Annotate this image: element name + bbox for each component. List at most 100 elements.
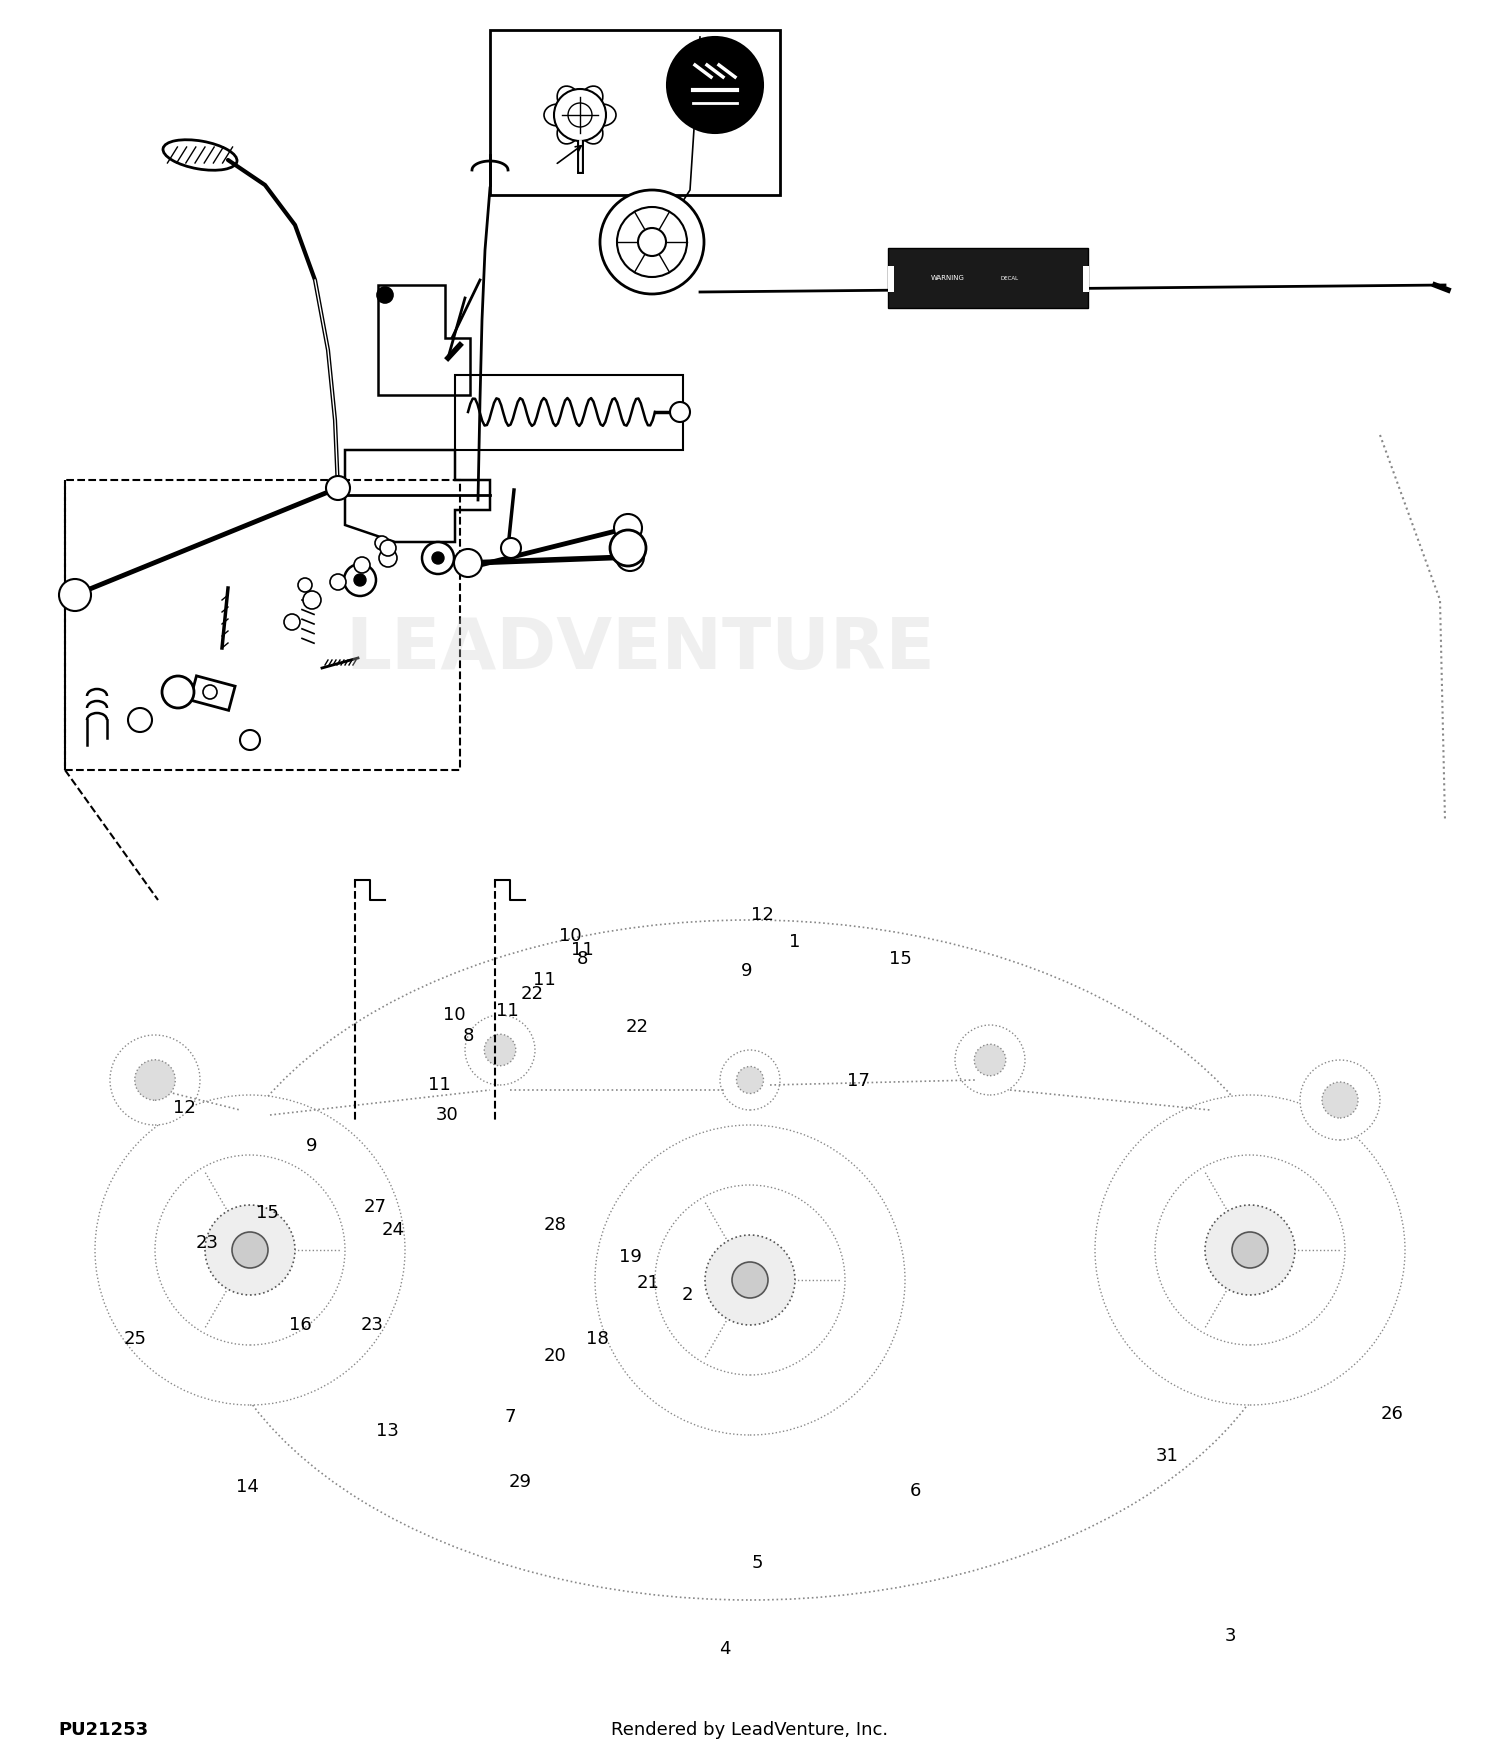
Circle shape: [638, 228, 666, 255]
Circle shape: [596, 1125, 904, 1435]
Circle shape: [656, 1185, 844, 1376]
Text: 21: 21: [636, 1274, 660, 1292]
Ellipse shape: [164, 140, 237, 170]
Text: 8: 8: [576, 950, 588, 968]
Ellipse shape: [556, 86, 580, 112]
Bar: [454, 374, 682, 450]
Circle shape: [956, 1026, 1024, 1096]
Text: 24: 24: [381, 1222, 405, 1239]
Circle shape: [1232, 1232, 1268, 1269]
Text: 30: 30: [435, 1106, 459, 1124]
Circle shape: [202, 684, 217, 698]
Circle shape: [110, 1034, 200, 1125]
Text: 3: 3: [1224, 1628, 1236, 1645]
Text: 1: 1: [789, 933, 801, 950]
Text: 10: 10: [442, 1006, 466, 1024]
Circle shape: [568, 103, 592, 128]
Text: 29: 29: [509, 1474, 532, 1491]
Text: 14: 14: [236, 1479, 260, 1496]
Text: 12: 12: [172, 1099, 196, 1116]
Ellipse shape: [579, 86, 603, 112]
Circle shape: [326, 476, 350, 500]
Text: 23: 23: [195, 1234, 219, 1251]
Circle shape: [484, 1034, 516, 1066]
Bar: [490, 30, 780, 194]
Text: 12: 12: [750, 906, 774, 924]
Circle shape: [1095, 1096, 1406, 1405]
Text: 7: 7: [504, 1409, 516, 1426]
Text: 9: 9: [306, 1138, 318, 1155]
Text: 11: 11: [427, 1076, 451, 1094]
Circle shape: [354, 556, 370, 572]
Circle shape: [616, 206, 687, 276]
Text: 9: 9: [741, 963, 753, 980]
Circle shape: [736, 1066, 764, 1094]
Ellipse shape: [556, 117, 580, 144]
Text: 16: 16: [288, 1316, 312, 1334]
Circle shape: [610, 530, 646, 565]
Circle shape: [614, 514, 642, 542]
Polygon shape: [747, 77, 764, 93]
Text: 11: 11: [495, 1003, 519, 1020]
Circle shape: [376, 287, 393, 303]
Text: 22: 22: [520, 985, 544, 1003]
Circle shape: [380, 541, 396, 556]
Text: 20: 20: [543, 1348, 567, 1365]
Circle shape: [720, 1050, 780, 1110]
Circle shape: [454, 550, 482, 578]
Text: 11: 11: [532, 971, 556, 989]
Bar: [190, 676, 236, 710]
Text: 15: 15: [888, 950, 912, 968]
Text: 4: 4: [718, 1640, 730, 1657]
Text: 22: 22: [626, 1018, 650, 1036]
Text: 31: 31: [1155, 1447, 1179, 1465]
Circle shape: [206, 1206, 296, 1295]
Circle shape: [330, 574, 346, 590]
Circle shape: [1322, 1082, 1358, 1118]
Text: 10: 10: [558, 928, 582, 945]
Bar: [64, 480, 460, 770]
Circle shape: [1300, 1060, 1380, 1139]
Text: DECAL: DECAL: [1000, 275, 1018, 280]
Circle shape: [232, 1232, 268, 1269]
Circle shape: [135, 1060, 176, 1101]
Text: 8: 8: [462, 1027, 474, 1045]
Ellipse shape: [588, 103, 616, 126]
Text: 2: 2: [681, 1286, 693, 1304]
Circle shape: [354, 574, 366, 586]
Circle shape: [600, 191, 703, 294]
Text: 5: 5: [752, 1554, 764, 1572]
Text: 17: 17: [846, 1073, 870, 1090]
Circle shape: [298, 578, 312, 592]
Circle shape: [705, 1236, 795, 1325]
Text: 26: 26: [1380, 1405, 1404, 1423]
Circle shape: [94, 1096, 405, 1405]
Circle shape: [432, 551, 444, 564]
Circle shape: [465, 1015, 536, 1085]
Text: 13: 13: [375, 1423, 399, 1440]
Text: PU21253: PU21253: [58, 1720, 148, 1740]
Text: 15: 15: [255, 1204, 279, 1222]
Text: LEADVENTURE: LEADVENTURE: [345, 616, 934, 684]
Ellipse shape: [544, 103, 572, 126]
Circle shape: [58, 579, 92, 611]
Circle shape: [1155, 1155, 1346, 1346]
Circle shape: [422, 542, 454, 574]
Text: 19: 19: [618, 1248, 642, 1265]
Circle shape: [975, 1045, 1005, 1076]
Bar: [888, 248, 1088, 308]
Circle shape: [128, 709, 152, 731]
Circle shape: [162, 676, 194, 709]
Circle shape: [375, 536, 388, 550]
Text: WARNING: WARNING: [932, 275, 964, 282]
Bar: [888, 266, 894, 292]
Circle shape: [670, 402, 690, 422]
Circle shape: [284, 614, 300, 630]
Circle shape: [1204, 1206, 1294, 1295]
Text: 18: 18: [585, 1330, 609, 1348]
Circle shape: [240, 730, 260, 751]
Text: 25: 25: [123, 1330, 147, 1348]
Circle shape: [554, 89, 606, 142]
Text: 23: 23: [360, 1316, 384, 1334]
Circle shape: [616, 542, 644, 570]
